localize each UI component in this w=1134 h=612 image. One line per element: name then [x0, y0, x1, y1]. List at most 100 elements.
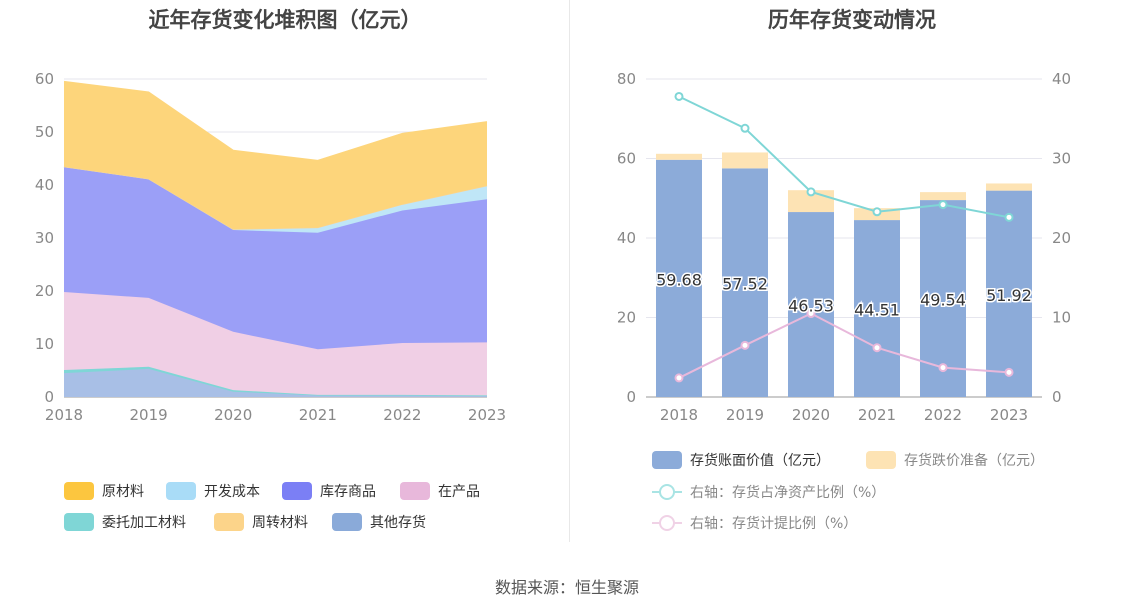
line-point: [872, 343, 882, 353]
line-point: [806, 309, 816, 319]
legend-item-turnover-materials[interactable]: 周转材料: [214, 512, 308, 532]
legend-item-finished-goods[interactable]: 库存商品: [282, 481, 376, 501]
legend-item-provision-ratio[interactable]: 右轴：存货计提比例（%）: [652, 513, 857, 533]
legend-label: 其他存货: [370, 515, 426, 531]
y-tick-label: 50: [35, 123, 54, 141]
bar-impairment-provision: [986, 183, 1032, 191]
x-tick-label: 2023: [468, 406, 506, 424]
x-tick-label: 2022: [924, 406, 962, 424]
line-point: [806, 187, 816, 197]
legend-label: 右轴：存货占净资产比例（%）: [690, 485, 886, 501]
legend-swatch-turnover-materials: [214, 513, 244, 531]
legend-swatch-work-in-progress: [400, 482, 430, 500]
line-point: [938, 200, 948, 210]
legend-label: 存货跌价准备（亿元）: [904, 453, 1044, 469]
y-tick-label: 60: [35, 70, 54, 88]
legend-swatch-development-cost: [166, 482, 196, 500]
line-point: [674, 373, 684, 383]
x-tick-label: 2022: [383, 406, 421, 424]
left-chart-panel: 近年存货变化堆积图（亿元） 0 10 20 30 40 50 60 2018 2019 2020 2…: [0, 0, 570, 560]
bar-book-value: [854, 220, 900, 397]
legend-swatch-finished-goods: [282, 482, 312, 500]
bar-line-combo-chart: 0 20 40 60 80 0 10 20 30 40 2018 2019 2020 2021 2022 20…: [617, 70, 1071, 424]
legend-swatch-net-asset-ratio: [652, 483, 682, 501]
y-tick-label: 20: [35, 282, 54, 300]
line-point: [872, 207, 882, 217]
x-tick-label: 2023: [990, 406, 1028, 424]
legend-swatch-other-inventory: [332, 513, 362, 531]
legend-swatch-consigned-materials: [64, 513, 94, 531]
legend-swatch-impairment-provision: [866, 451, 896, 469]
line-point: [740, 123, 750, 133]
legend-item-work-in-progress[interactable]: 在产品: [400, 481, 480, 501]
legend-item-book-value[interactable]: 存货账面价值（亿元）: [652, 450, 830, 470]
area-委托加工材料: [64, 366, 487, 396]
y-tick-label: 40: [35, 176, 54, 194]
legend-item-net-asset-ratio[interactable]: 右轴：存货占净资产比例（%）: [652, 482, 885, 502]
y-tick-label: 40: [617, 229, 636, 247]
line-point: [1004, 212, 1014, 222]
bar-data-label: 44.51: [854, 301, 900, 320]
legend-item-impairment-provision[interactable]: 存货跌价准备（亿元）: [866, 450, 1044, 470]
y-tick-label: 0: [626, 388, 636, 406]
line-point: [674, 91, 684, 101]
legend-label: 库存商品: [320, 484, 376, 500]
x-tick-label: 2020: [792, 406, 830, 424]
area-edge-周转材料: [63, 165, 488, 230]
legend-label: 开发成本: [204, 484, 260, 500]
y-tick-label: 80: [617, 70, 636, 88]
area-原材料: [64, 81, 487, 229]
y2-tick-label: 0: [1052, 388, 1062, 406]
bar-data-label: 59.68: [656, 270, 702, 289]
y2-tick-label: 30: [1052, 150, 1071, 168]
x-tick-label: 2021: [299, 406, 337, 424]
line-provision-ratio: [678, 312, 1010, 379]
legend-label: 周转材料: [252, 515, 308, 531]
line-point: [740, 340, 750, 350]
bar-book-value: [722, 168, 768, 397]
y-tick-label: 60: [617, 150, 636, 168]
legend-item-raw-materials[interactable]: 原材料: [64, 481, 144, 501]
legend-item-other-inventory[interactable]: 其他存货: [332, 512, 426, 532]
legend-swatch-book-value: [652, 451, 682, 469]
legend-swatch-provision-ratio: [652, 514, 682, 532]
bar-impairment-provision: [920, 192, 966, 201]
y-tick-label: 20: [617, 309, 636, 327]
data-source-footer: 数据来源：恒生聚源: [494, 578, 639, 597]
bar-data-label: 46.53: [788, 297, 834, 316]
legend-item-development-cost[interactable]: 开发成本: [166, 481, 260, 501]
legend-item-consigned-materials[interactable]: 委托加工材料: [64, 512, 186, 532]
right-chart-panel: 历年存货变动情况 0 20 40 60 80 0 10 20 30 40 2018 2019 2020 2…: [570, 0, 1134, 560]
legend-label: 在产品: [438, 484, 480, 500]
line-point: [1004, 367, 1014, 377]
panel-divider: [569, 0, 570, 542]
y2-tick-label: 40: [1052, 70, 1071, 88]
legend-label: 存货账面价值（亿元）: [690, 453, 830, 469]
bar-impairment-provision: [656, 153, 702, 160]
x-tick-label: 2018: [660, 406, 698, 424]
x-tick-label: 2019: [130, 406, 168, 424]
y2-tick-label: 20: [1052, 229, 1071, 247]
x-tick-label: 2019: [726, 406, 764, 424]
bar-book-value: [986, 190, 1032, 397]
left-chart-title: 近年存货变化堆积图（亿元）: [148, 8, 422, 32]
x-tick-label: 2018: [45, 406, 83, 424]
y-tick-label: 10: [35, 335, 54, 353]
area-其他存货: [64, 368, 487, 397]
bar-impairment-provision: [722, 152, 768, 169]
bar-data-label: 49.54: [920, 291, 966, 310]
line-point: [938, 363, 948, 373]
area-库存商品: [64, 166, 487, 350]
legend-swatch-raw-materials: [64, 482, 94, 500]
area-edge-原材料: [63, 80, 488, 162]
bar-book-value: [788, 212, 834, 397]
y-tick-label: 0: [44, 388, 54, 406]
legend-label: 原材料: [102, 484, 144, 500]
legend-label: 右轴：存货计提比例（%）: [690, 516, 858, 532]
line-net-asset-ratio: [678, 95, 1010, 219]
y2-tick-label: 10: [1052, 309, 1071, 327]
x-tick-label: 2020: [214, 406, 252, 424]
bar-data-label: 51.92: [986, 286, 1032, 305]
bar-book-value: [656, 159, 702, 397]
x-tick-label: 2021: [858, 406, 896, 424]
